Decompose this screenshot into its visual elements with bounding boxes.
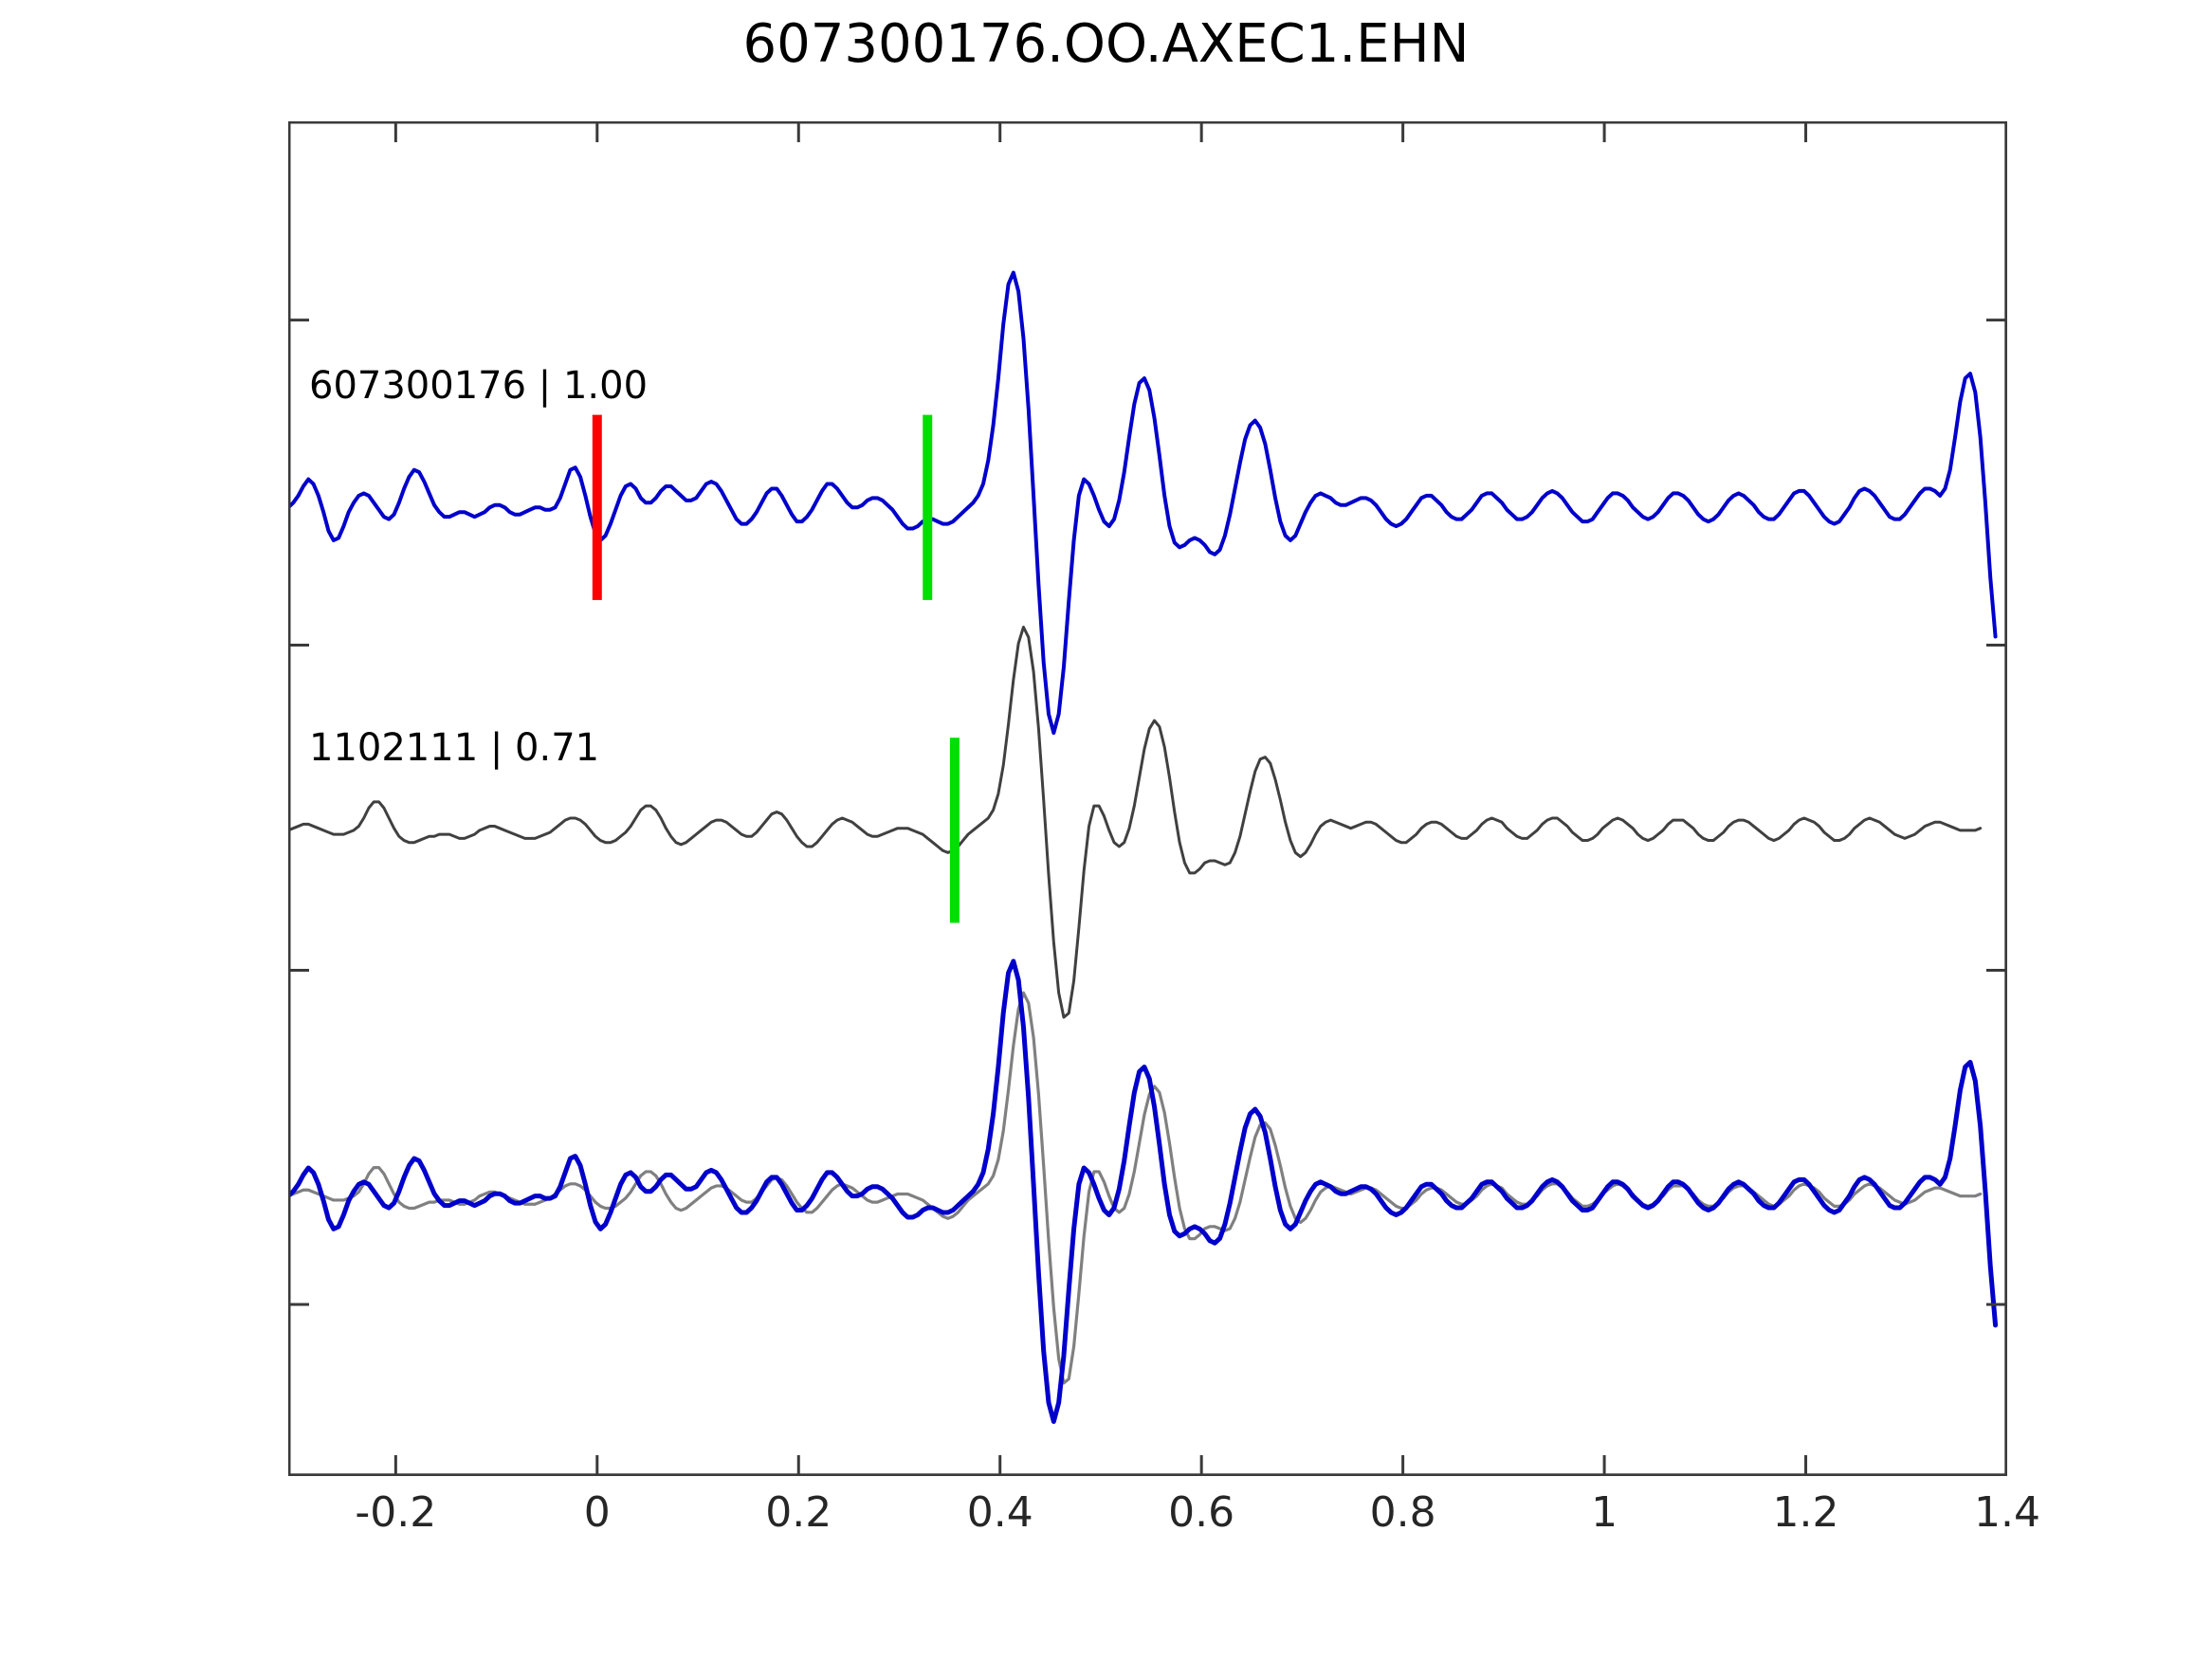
- traces-group: [288, 270, 1999, 1424]
- x-tick-label: 0.2: [765, 1488, 832, 1537]
- x-tick-label: 0: [583, 1488, 611, 1537]
- origin-time-marker: [592, 414, 602, 600]
- waveform-trace-1102111: [288, 625, 1983, 1019]
- phase-pick-marker: [949, 738, 960, 923]
- x-tick-label: 1.2: [1772, 1488, 1839, 1537]
- trace-label-template: 607300176 | 1.00: [309, 364, 649, 408]
- x-tick-label: -0.2: [355, 1488, 437, 1537]
- x-tick-label: 1.4: [1974, 1488, 2040, 1537]
- x-tick-label: 0.4: [966, 1488, 1033, 1537]
- page-title: 607300176.OO.AXEC1.EHN: [742, 13, 1470, 75]
- plot-area: [288, 121, 2007, 1476]
- waveform-canvas: [288, 121, 2007, 1476]
- x-tick-label: 0.8: [1369, 1488, 1436, 1537]
- x-tick-label: 1: [1591, 1488, 1618, 1537]
- trace-label-detection: 1102111 | 0.71: [309, 726, 600, 770]
- waveform-trace-607300176: [288, 270, 1998, 736]
- phase-pick-marker: [923, 414, 933, 600]
- axes-frame: [288, 121, 2007, 1476]
- axes-frame-rect: [288, 121, 2007, 1476]
- markers-group: [592, 414, 960, 923]
- x-tick-label: 0.6: [1168, 1488, 1235, 1537]
- axis-ticks: [288, 121, 2007, 1476]
- overlay-trace-template: [288, 958, 1999, 1424]
